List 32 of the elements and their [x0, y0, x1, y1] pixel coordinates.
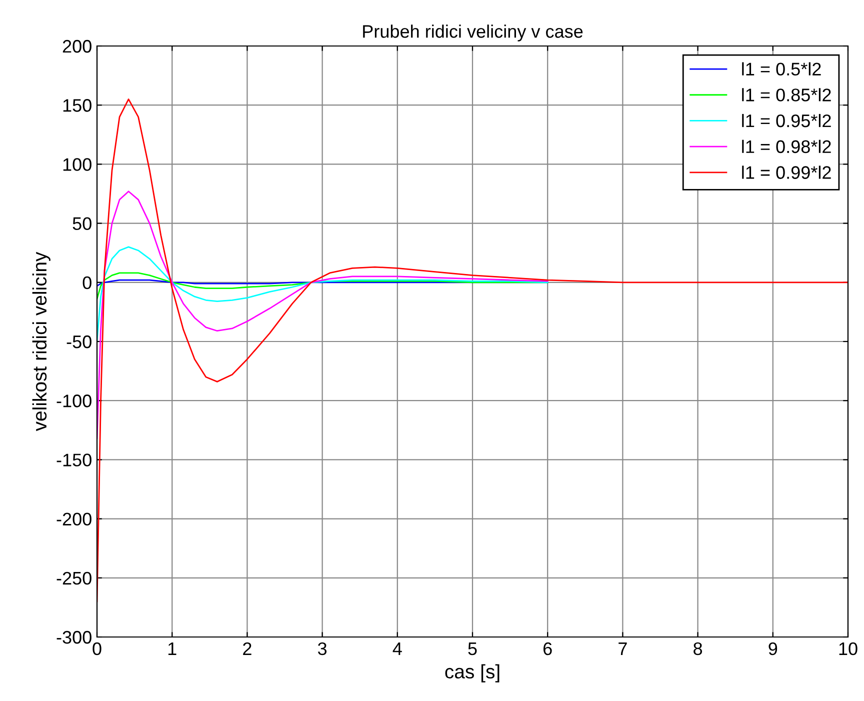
x-tick-label: 4	[392, 642, 402, 655]
legend-label: l1 = 0.99*l2	[742, 166, 831, 179]
line-series	[97, 246, 548, 342]
x-tick-label: 1	[168, 642, 176, 655]
y-tick-label: -250	[56, 572, 92, 585]
x-tick-label: 3	[318, 642, 327, 656]
y-tick-label: 100	[63, 158, 92, 171]
x-tick-label: 8	[694, 642, 702, 656]
y-tick-label: 200	[62, 40, 92, 53]
y-tick-label: -300	[56, 630, 92, 644]
y-tick-label: -100	[56, 394, 92, 408]
x-tick-label: 5	[468, 642, 477, 656]
y-tick-label: 150	[63, 99, 92, 112]
x-tick-label: 2	[243, 642, 252, 655]
y-axis-title: velikost ridici veliciny	[32, 252, 50, 432]
x-tick-label: 0	[92, 642, 102, 656]
x-tick-label: 7	[618, 642, 627, 655]
y-tick-label: 0	[82, 276, 92, 290]
y-tick-label: -150	[56, 454, 92, 466]
legend-label: l1 = 0.98*l2	[742, 140, 831, 154]
x-tick-label: 9	[768, 642, 778, 656]
y-tick-label: -50	[66, 335, 92, 348]
chart-title: Prubeh ridici veliciny v case	[363, 24, 583, 42]
y-tick-label: -200	[56, 512, 92, 526]
legend-label: l1 = 0.5*l2	[742, 62, 821, 76]
legend-label: l1 = 0.85*l2	[742, 88, 831, 102]
x-tick-label: 10	[839, 642, 858, 656]
line-series	[97, 190, 548, 440]
legend-label: l1 = 0.95*l2	[742, 114, 831, 128]
x-axis-title: cas [s]	[445, 664, 500, 682]
y-tick-label: 50	[72, 217, 92, 230]
x-tick-label: 6	[543, 642, 552, 656]
